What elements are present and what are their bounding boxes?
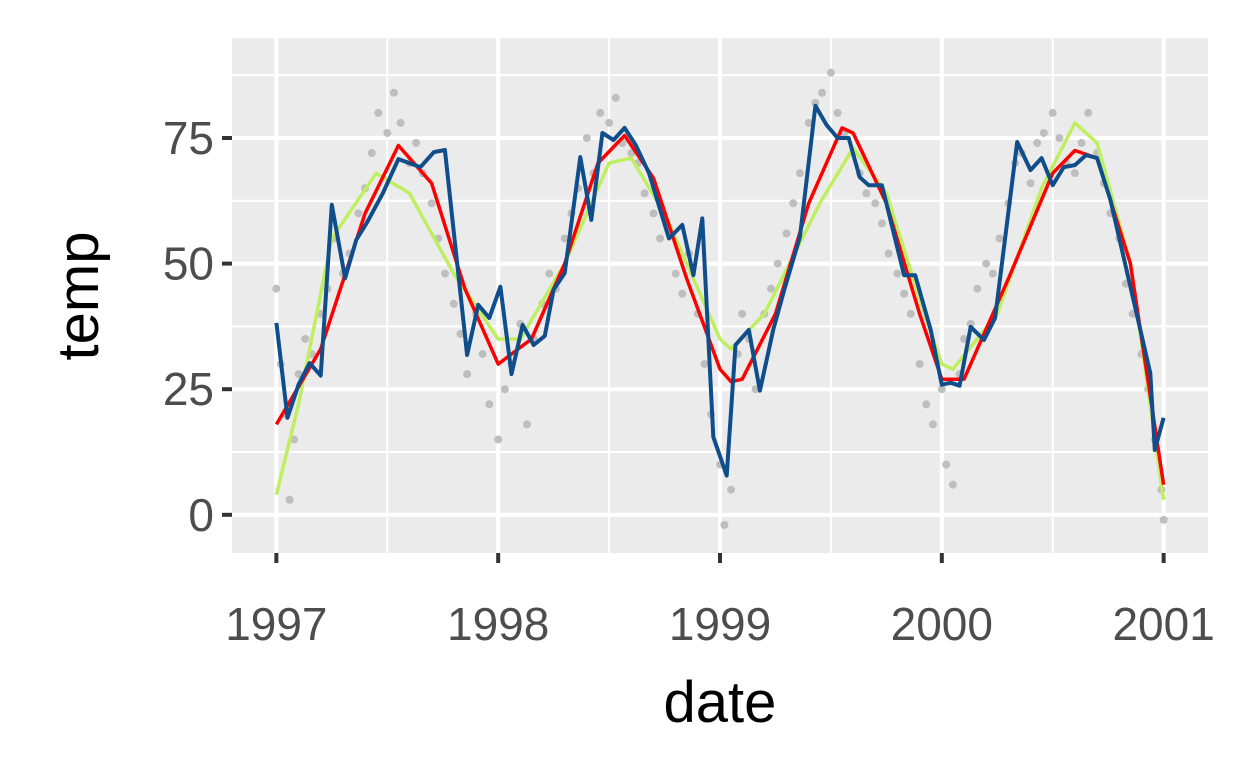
data-point <box>354 209 363 218</box>
data-point <box>995 234 1004 243</box>
data-point <box>383 128 392 137</box>
series-lines <box>274 103 1166 500</box>
data-point <box>720 520 729 529</box>
data-point <box>773 259 782 268</box>
data-point <box>789 199 798 208</box>
data-point <box>942 460 951 469</box>
data-point <box>449 299 458 308</box>
data-point <box>833 108 842 117</box>
y-axis-title: temp <box>46 232 111 361</box>
x-tick-label: 1999 <box>669 598 771 650</box>
data-point <box>937 385 946 394</box>
data-point <box>605 118 614 127</box>
data-point <box>427 199 436 208</box>
data-point <box>1048 108 1057 117</box>
data-point <box>948 480 957 489</box>
data-point <box>1026 179 1035 188</box>
data-point <box>1033 139 1042 148</box>
x-tick-label: 2001 <box>1112 598 1214 650</box>
data-point <box>478 350 487 359</box>
data-point <box>1159 515 1168 524</box>
x-axis-title: date <box>664 670 777 735</box>
data-point <box>915 360 924 369</box>
data-point <box>738 309 747 318</box>
y-tick-label: 50 <box>163 238 214 290</box>
data-point <box>611 93 620 102</box>
data-point <box>523 420 532 429</box>
data-point <box>656 234 665 243</box>
data-point <box>671 269 680 278</box>
data-point <box>826 68 835 77</box>
data-point <box>412 139 421 148</box>
data-point <box>804 118 813 127</box>
data-point <box>545 269 554 278</box>
data-point <box>294 370 303 379</box>
raw-series-line <box>274 103 1166 478</box>
data-point <box>1039 128 1048 137</box>
data-point <box>893 269 902 278</box>
data-point <box>818 88 827 97</box>
data-point <box>301 334 310 343</box>
data-point <box>973 284 982 293</box>
y-tick-label: 75 <box>163 112 214 164</box>
data-point <box>596 108 605 117</box>
data-point <box>582 133 591 142</box>
data-point <box>795 169 804 178</box>
data-point <box>767 284 776 293</box>
x-tick-label: 2000 <box>891 598 993 650</box>
data-point <box>640 189 649 198</box>
data-point <box>877 219 886 228</box>
data-point <box>906 309 915 318</box>
data-point <box>678 289 687 298</box>
data-point <box>871 199 880 208</box>
data-point <box>1084 108 1093 117</box>
data-point <box>884 249 893 258</box>
data-point <box>494 435 503 444</box>
data-point <box>367 149 376 158</box>
data-point <box>862 189 871 198</box>
y-tick-label: 0 <box>188 489 214 541</box>
data-point <box>811 98 820 107</box>
data-point <box>960 334 968 343</box>
data-point <box>485 400 494 409</box>
data-point <box>272 284 281 293</box>
data-point <box>389 88 398 97</box>
data-point <box>396 118 405 127</box>
data-point <box>782 229 791 238</box>
data-point <box>1077 139 1086 148</box>
data-point <box>922 400 931 409</box>
data-point <box>456 329 465 338</box>
data-point <box>649 209 658 218</box>
data-point <box>988 269 997 278</box>
data-point <box>560 234 569 243</box>
x-tick-label: 1997 <box>225 598 327 650</box>
data-point <box>982 259 991 268</box>
data-point <box>700 360 709 369</box>
data-point <box>440 269 449 278</box>
data-point <box>966 319 975 328</box>
axes: 1997 1998 1999 2000 2001 0 25 50 75 <box>163 112 1215 650</box>
data-point <box>500 385 509 394</box>
data-point <box>928 420 937 429</box>
data-point <box>727 485 736 494</box>
x-tick-label: 1998 <box>447 598 549 650</box>
data-point <box>1055 133 1064 142</box>
data-point <box>1070 169 1079 178</box>
data-point <box>285 495 294 504</box>
data-point <box>374 108 383 117</box>
y-tick-label: 25 <box>163 363 214 415</box>
data-point <box>463 370 472 379</box>
data-point <box>900 289 909 298</box>
